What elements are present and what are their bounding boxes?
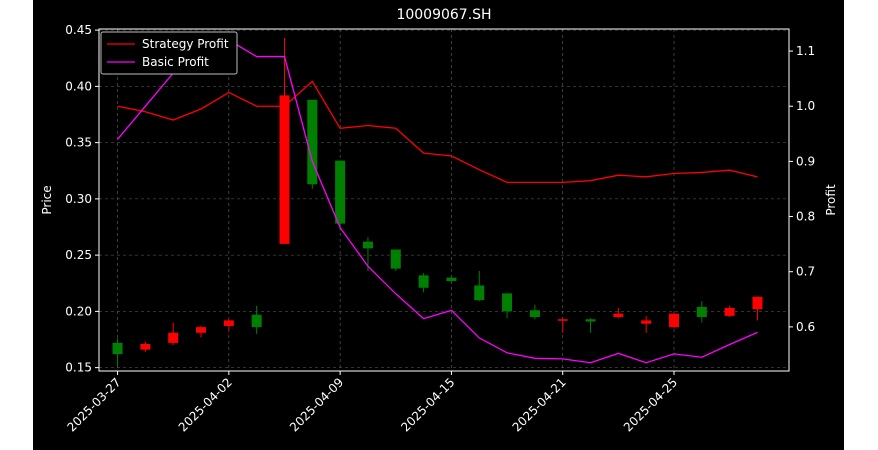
y2-tick-label: 1.0 [796, 99, 815, 113]
profit-lines-layer [117, 39, 758, 364]
candle-body [223, 320, 234, 326]
candle-body [112, 342, 123, 355]
candle-body [752, 296, 763, 310]
y2-tick-label: 0.6 [796, 320, 815, 334]
x-tick-label: 2025-03-27 [64, 375, 123, 434]
candle-body [641, 320, 652, 324]
grid-lines [99, 29, 789, 371]
y-tick-label: 0.15 [65, 361, 92, 375]
y-tick-label: 0.20 [65, 304, 92, 318]
candles-layer [112, 38, 763, 367]
candle-body [474, 285, 485, 301]
candle-body [446, 277, 457, 281]
candle-body [557, 319, 568, 321]
x-tick-label: 2025-04-09 [287, 375, 346, 434]
candle-body [196, 327, 207, 333]
basic-profit-line [117, 39, 758, 364]
chart-title: 10009067.SH [396, 7, 491, 23]
candle-body [251, 314, 262, 328]
y-tick-label: 0.30 [65, 192, 92, 206]
candle-body [669, 313, 679, 328]
x-tick-label: 2025-04-25 [621, 375, 680, 434]
date-axis: 2025-03-27 2025-04-02 2025-04-09 2025-04-15… [64, 371, 680, 434]
y-tick-label: 0.40 [65, 79, 92, 93]
chart-figure: 0.15 0.20 0.25 0.30 0.35 0.40 0.45 0.6 0.7 0.8 0.… [33, 0, 844, 450]
y2-tick-label: 0.9 [796, 154, 815, 168]
candle-body [696, 306, 707, 317]
plot-frame [98, 28, 790, 372]
y-tick-label: 0.25 [65, 248, 92, 262]
candle-body [418, 275, 429, 288]
y-tick-label: 0.35 [65, 136, 92, 150]
y2-axis-label: Profit [824, 184, 838, 216]
legend-basic-label: Basic Profit [142, 55, 209, 69]
candle-body [362, 241, 373, 249]
price-axis: 0.15 0.20 0.25 0.30 0.35 0.40 0.45 [65, 23, 99, 375]
candle-body [613, 313, 624, 317]
candle-body [140, 344, 151, 350]
candle-body [168, 332, 179, 343]
candle-body [307, 99, 318, 185]
candle-body [529, 310, 540, 317]
strategy-profit-line [117, 80, 758, 183]
candle-body [279, 95, 290, 244]
candlestick-chart: 0.150.200.250.300.350.400.45 0.60.70.80.… [40, 7, 838, 434]
profit-axis: 0.6 0.7 0.8 0.9 1.0 1.1 [789, 44, 815, 334]
candle-body [502, 293, 513, 312]
x-tick-label: 2025-04-02 [176, 375, 235, 434]
y2-tick-label: 0.8 [796, 210, 815, 224]
y2-tick-label: 1.1 [796, 44, 815, 58]
candle-body [335, 160, 346, 224]
y-axis-label: Price [40, 185, 54, 214]
legend-strategy-label: Strategy Profit [142, 37, 229, 51]
y2-tick-label: 0.7 [796, 265, 815, 279]
candle-body [585, 319, 596, 322]
legend-box [100, 31, 238, 75]
y-tick-label: 0.45 [65, 23, 92, 37]
candle-body [390, 249, 401, 269]
x-tick-label: 2025-04-15 [398, 375, 457, 434]
candle-body [724, 308, 735, 316]
legend: Strategy Profit Basic Profit [100, 31, 238, 75]
x-tick-label: 2025-04-21 [510, 375, 569, 434]
